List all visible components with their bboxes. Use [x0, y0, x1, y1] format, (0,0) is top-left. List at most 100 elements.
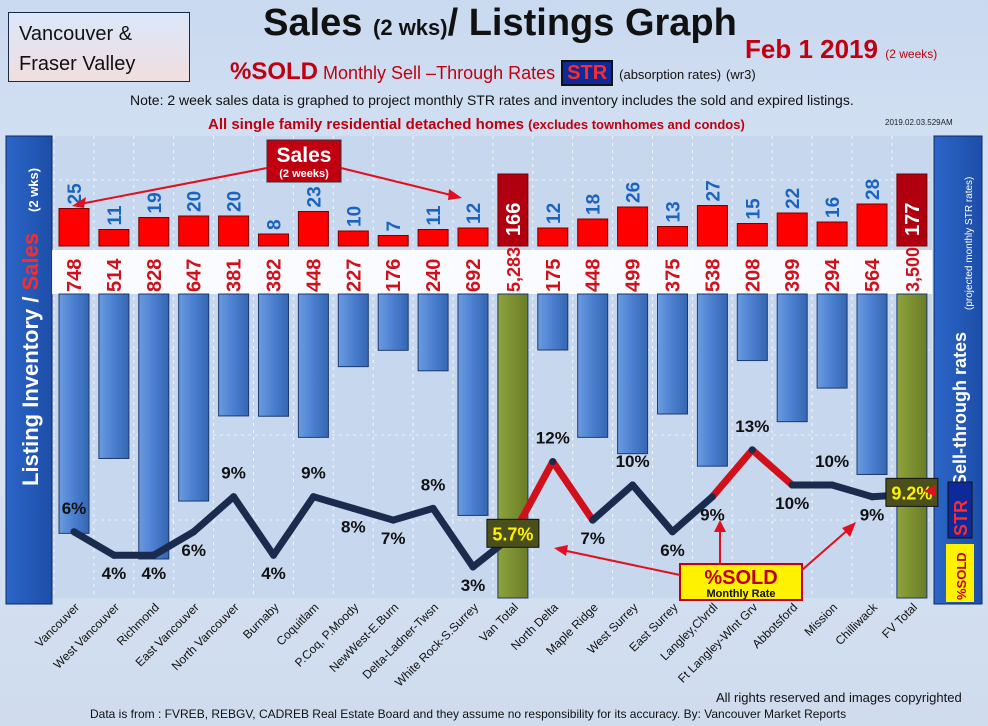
str-value-label: 4%	[142, 564, 167, 583]
str-point	[629, 481, 637, 489]
inventory-value-label: 448	[583, 259, 605, 292]
sold-arrowhead-left	[554, 545, 568, 556]
sales-value-label: 25	[65, 183, 86, 205]
inventory-bar	[138, 293, 170, 560]
str-point	[469, 563, 477, 571]
sales-arrowhead-left	[72, 197, 86, 208]
sold-arrow-left	[561, 549, 681, 576]
inventory-bar	[696, 293, 728, 467]
str-line: 6% 4% 4% 6% 9% 4% 9% 8% 7% 8% 3% 5.7% 12% 7% 10% 6% 9% 13…	[62, 417, 939, 595]
sales-bar	[297, 211, 329, 247]
sales-value-label: 177	[902, 203, 924, 236]
inventory-bar	[417, 293, 449, 372]
str-point	[788, 481, 796, 489]
str-line-segment	[748, 446, 796, 489]
str-value-label: 8%	[341, 517, 366, 536]
subtitle-small: (excludes townhomes and condos)	[528, 117, 745, 132]
str-line-segment	[629, 481, 676, 536]
sales-value-label: 11	[424, 205, 445, 226]
inventory-bar	[258, 293, 289, 417]
str-value-label: 3%	[461, 576, 486, 595]
inventory-bar	[617, 293, 649, 455]
footer-data: Data is from : FVREB, REBGV, CADREB Real…	[90, 707, 847, 721]
sales-bar	[337, 230, 369, 247]
str-value-label: 4%	[102, 564, 127, 583]
sales-value-label: 28	[863, 179, 884, 200]
inventory-bar	[337, 293, 369, 368]
inventory-value-label: 208	[742, 259, 764, 292]
str-heading: %SOLD Monthly Sell –Through Rates STR (abs…	[230, 58, 756, 86]
inventory-bar	[377, 293, 409, 351]
subtitle: All single family residential detached h…	[208, 116, 745, 133]
str-line-segment	[230, 493, 277, 559]
sales-arrow-left	[79, 167, 268, 205]
inventory-value-label: 227	[343, 259, 365, 292]
str-point	[270, 551, 277, 559]
sales-bar	[816, 221, 848, 247]
sales-bar	[58, 208, 90, 247]
str-line-segment	[828, 481, 876, 501]
sales-bar	[856, 203, 888, 247]
inventory-value-label: 375	[663, 259, 685, 292]
footer-rights: All rights reserved and images copyright…	[716, 690, 962, 705]
date-note: (2 weeks)	[885, 47, 938, 61]
left-axis-panel	[5, 135, 53, 605]
inventory-bar	[178, 293, 210, 502]
str-point	[349, 504, 357, 512]
str-line-segment	[589, 481, 637, 524]
inventory-bar	[657, 293, 688, 415]
str-value-label: 7%	[381, 529, 406, 548]
str-point	[190, 528, 198, 536]
category-label: NewWest-E.Burn	[327, 600, 402, 675]
str-value-label: 9%	[301, 464, 326, 483]
str-line-segment	[150, 528, 198, 559]
sold-callout-sub: Monthly Rate	[706, 588, 775, 600]
inventory-value-label: 176	[383, 259, 405, 292]
str-badge: STR	[561, 60, 614, 86]
sales-arrow-right	[340, 167, 456, 197]
sales-callout-text: Sales	[277, 144, 332, 167]
str-value-label: 10%	[616, 452, 650, 471]
str-value-label: 4%	[261, 564, 286, 583]
sales-value-label: 20	[185, 191, 206, 212]
inventory-value-label: 399	[782, 259, 804, 292]
category-label: Delta-Ladner-Twsn	[360, 600, 442, 682]
sales-callout-box	[266, 139, 342, 183]
sales-value-label: 20	[225, 191, 246, 212]
sales-value-label: 7	[384, 221, 405, 232]
inventory-value-label: 3,500	[903, 247, 923, 292]
str-point	[70, 528, 78, 536]
sales-bar	[696, 205, 728, 247]
sales-value-label: 12	[544, 203, 565, 224]
inventory-value-label: 538	[702, 259, 724, 292]
str-point	[669, 528, 676, 536]
inventory-value-label: 5,283	[504, 247, 524, 292]
sold-callout-text: %SOLD	[704, 567, 777, 589]
inventory-value-label: 381	[224, 259, 246, 292]
subtitle-main: All single family residential detached h…	[208, 116, 524, 133]
str-line-segment	[708, 446, 756, 501]
str-value-label: 6%	[62, 499, 87, 518]
inventory-bar	[856, 293, 888, 475]
sales-bar	[457, 227, 489, 247]
inventory-bar	[816, 293, 848, 389]
inventory-value-label: 692	[463, 259, 485, 292]
sales-bar	[178, 215, 210, 247]
sales-value-label: 166	[503, 203, 525, 236]
inventory-bar	[98, 293, 130, 459]
sales-bar	[98, 229, 130, 247]
str-value-label: 8%	[421, 475, 446, 494]
total-sales-bar	[497, 173, 529, 247]
str-total-label: 9.2%	[891, 483, 932, 503]
inventory-value-label: 564	[862, 258, 884, 292]
inventory-bar	[58, 293, 90, 534]
str-sold: %SOLD	[230, 58, 319, 85]
sold-arrowhead-up	[714, 520, 726, 532]
inventory-bar	[537, 293, 569, 351]
sales-bar	[537, 227, 569, 247]
title-small: (2 wks)	[373, 15, 448, 40]
sales-value-label: 23	[304, 186, 325, 207]
inventory-value-label: 828	[144, 259, 166, 292]
sales-value-label: 26	[624, 182, 645, 203]
